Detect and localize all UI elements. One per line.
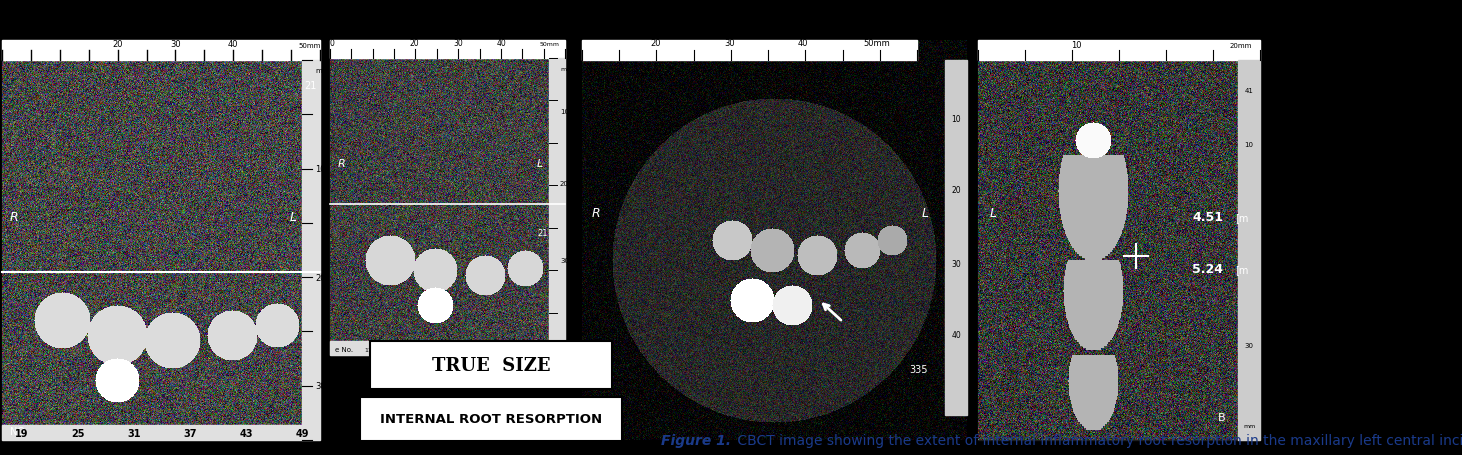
Bar: [550, 59, 564, 355]
Text: R: R: [592, 207, 601, 219]
Text: 46: 46: [506, 347, 515, 352]
Text: mm: mm: [949, 419, 963, 425]
Text: 30: 30: [560, 258, 569, 263]
Text: 25: 25: [72, 428, 85, 438]
Text: [m: [m: [1235, 212, 1249, 222]
Text: 20mm: 20mm: [1230, 43, 1251, 49]
Text: 5.24: 5.24: [1192, 263, 1224, 275]
Text: 21: 21: [537, 229, 547, 238]
Text: 30: 30: [952, 260, 961, 269]
Text: 26: 26: [425, 347, 433, 352]
Text: 21: 21: [405, 347, 412, 352]
Bar: [1, 425, 303, 440]
Text: 19: 19: [15, 428, 29, 438]
Text: 16: 16: [385, 347, 392, 352]
Text: mm: mm: [314, 68, 329, 74]
Text: 40: 40: [952, 331, 961, 339]
Text: 21: 21: [304, 81, 316, 91]
Text: 11: 11: [364, 347, 371, 352]
Text: L: L: [537, 159, 544, 169]
Text: L: L: [923, 207, 928, 219]
Text: 41: 41: [1244, 88, 1253, 94]
Bar: [1238, 61, 1260, 440]
Bar: [1, 41, 320, 61]
Text: L: L: [289, 211, 297, 223]
Bar: [330, 41, 564, 59]
Text: 50mm: 50mm: [864, 39, 890, 48]
Text: 335: 335: [909, 364, 927, 374]
Text: 31: 31: [446, 347, 453, 352]
Text: 0: 0: [329, 39, 335, 48]
Text: 49: 49: [295, 428, 308, 438]
FancyBboxPatch shape: [360, 397, 621, 441]
Text: 50mm: 50mm: [539, 42, 560, 47]
Text: 30: 30: [724, 39, 735, 48]
Text: B: B: [1218, 412, 1225, 422]
Bar: [330, 41, 564, 355]
Text: 20: 20: [409, 39, 420, 48]
Text: 56: 56: [547, 347, 556, 352]
Bar: [582, 41, 917, 61]
Text: [m: [m: [1235, 264, 1249, 274]
Text: 40: 40: [228, 40, 238, 49]
Text: R: R: [338, 159, 345, 169]
Text: 36: 36: [466, 347, 474, 352]
Bar: [978, 41, 1260, 440]
Text: 51: 51: [526, 347, 535, 352]
Text: 37: 37: [183, 428, 197, 438]
Text: 31: 31: [127, 428, 140, 438]
Bar: [330, 341, 550, 355]
Text: NO.: NO.: [10, 426, 28, 436]
Bar: [582, 41, 966, 440]
Text: CBCT image showing the extent of internal inflammatory root resorption in the ma: CBCT image showing the extent of interna…: [732, 433, 1462, 447]
Text: 30: 30: [314, 381, 326, 390]
Bar: [303, 61, 320, 440]
Text: TRUE  SIZE: TRUE SIZE: [431, 356, 550, 374]
Text: 20: 20: [560, 180, 569, 187]
Text: mm: mm: [1243, 424, 1254, 429]
Text: 40: 40: [497, 39, 506, 48]
Text: e No.: e No.: [335, 346, 354, 352]
Text: mm: mm: [560, 66, 572, 71]
Text: 20: 20: [314, 273, 326, 282]
Text: 50mm: 50mm: [298, 43, 320, 49]
Text: 30: 30: [453, 39, 463, 48]
Text: 20: 20: [952, 185, 961, 194]
Text: 10: 10: [314, 165, 326, 174]
FancyBboxPatch shape: [370, 341, 613, 389]
Text: 30: 30: [170, 40, 181, 49]
Text: 4.51: 4.51: [1192, 211, 1224, 223]
Text: 10: 10: [1244, 142, 1253, 147]
Text: 10: 10: [952, 115, 961, 123]
Text: 20: 20: [113, 40, 123, 49]
Text: INTERNAL ROOT RESORPTION: INTERNAL ROOT RESORPTION: [380, 413, 602, 425]
Text: 10: 10: [560, 109, 569, 115]
Bar: [978, 41, 1260, 61]
Bar: [1, 41, 320, 440]
Text: 20: 20: [651, 39, 661, 48]
Bar: [944, 61, 966, 415]
Text: Figure 1.: Figure 1.: [661, 433, 731, 447]
Text: 30: 30: [1244, 342, 1253, 348]
Text: L: L: [990, 207, 997, 219]
Text: R: R: [10, 211, 19, 223]
Text: 40: 40: [798, 39, 808, 48]
Text: 41: 41: [485, 347, 494, 352]
Text: 43: 43: [240, 428, 253, 438]
Text: 10: 10: [1072, 41, 1082, 50]
